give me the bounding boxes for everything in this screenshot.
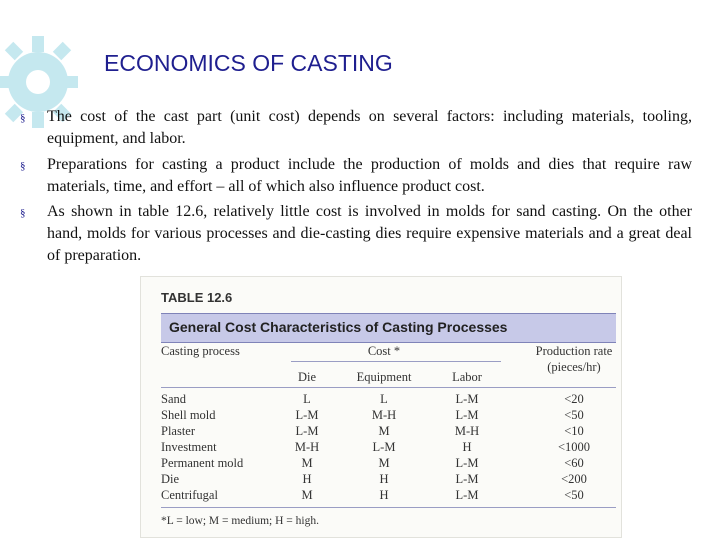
table-cell: L-M [295, 408, 319, 422]
table-cell: M [301, 456, 313, 470]
table-cell: L [380, 392, 388, 406]
table-cell: <1000 [557, 440, 591, 454]
bullet-item: § The cost of the cast part (unit cost) d… [20, 106, 692, 150]
caption-bar: General Cost Characteristics of Casting … [161, 313, 616, 343]
bullet-text: Preparations for casting a product inclu… [47, 156, 692, 195]
table-cell: M-H [371, 408, 397, 422]
table-cell: H [379, 472, 389, 486]
bullet-marker: § [20, 207, 26, 219]
table-cell: H [302, 472, 312, 486]
table-cell: M [378, 424, 390, 438]
rule [161, 507, 616, 508]
column-header: Cost * [367, 344, 401, 358]
table-cell: M-H [294, 440, 320, 454]
row-label: Die [161, 472, 180, 486]
row-label: Centrifugal [161, 488, 218, 502]
slide-title: ECONOMICS OF CASTING [104, 50, 393, 76]
rule [161, 387, 616, 388]
table-cell: <50 [564, 408, 584, 422]
table-figure: TABLE 12.6 General Cost Characteristics … [140, 276, 622, 538]
column-subheader: Equipment [356, 370, 412, 384]
bullet-marker: § [20, 112, 26, 124]
bullet-text: As shown in table 12.6, relatively littl… [47, 203, 692, 264]
table-cell: <60 [564, 456, 584, 470]
table-cell: <20 [564, 392, 584, 406]
table-cell: <50 [564, 488, 584, 502]
table-cell: L-M [455, 392, 479, 406]
column-header: (pieces/hr) [547, 360, 601, 374]
row-label: Shell mold [161, 408, 216, 422]
table-footnote: *L = low; M = medium; H = high. [161, 515, 319, 527]
table-label: TABLE 12.6 [161, 290, 233, 305]
bullet-text: The cost of the cast part (unit cost) de… [47, 108, 692, 147]
row-label: Permanent mold [161, 456, 244, 470]
column-header: Production rate [535, 344, 613, 358]
row-label: Sand [161, 392, 186, 406]
table-cell: L-M [455, 408, 479, 422]
bullet-item: § As shown in table 12.6, relatively litt… [20, 201, 692, 267]
column-subheader: Labor [452, 370, 482, 384]
column-header: Casting process [161, 344, 240, 358]
gear-icon [0, 36, 78, 128]
row-label: Investment [161, 440, 217, 454]
bullet-marker: § [20, 160, 26, 172]
table-cell: L-M [372, 440, 396, 454]
table-cell: L-M [455, 488, 479, 502]
table-cell: M [301, 488, 313, 502]
bullet-item: § Preparations for casting a product incl… [20, 154, 692, 198]
table-caption: General Cost Characteristics of Casting … [169, 319, 508, 335]
row-label: Plaster [161, 424, 196, 438]
column-subheader: Die [297, 370, 317, 384]
table-cell: <200 [561, 472, 587, 486]
table-cell: L-M [295, 424, 319, 438]
rule [291, 361, 501, 362]
table-cell: <10 [564, 424, 584, 438]
table-cell: M-H [454, 424, 480, 438]
table-cell: M [378, 456, 390, 470]
table-cell: H [462, 440, 472, 454]
table-cell: L-M [455, 472, 479, 486]
table-cell: H [379, 488, 389, 502]
table-cell: L-M [455, 456, 479, 470]
table-cell: L [303, 392, 311, 406]
